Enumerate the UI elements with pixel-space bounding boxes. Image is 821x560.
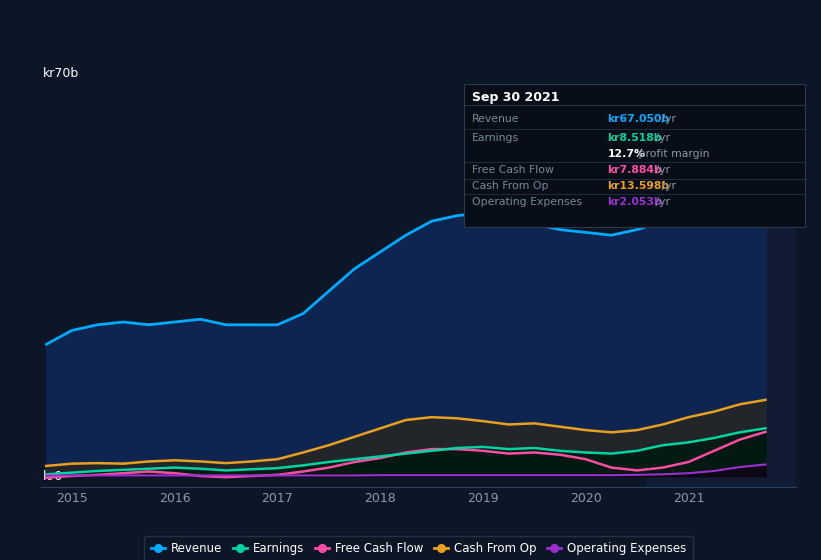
Text: kr0: kr0 xyxy=(44,470,64,483)
Text: /yr: /yr xyxy=(652,165,670,175)
Text: kr2.053b: kr2.053b xyxy=(608,197,663,207)
Text: kr13.598b: kr13.598b xyxy=(608,181,670,192)
Legend: Revenue, Earnings, Free Cash Flow, Cash From Op, Operating Expenses: Revenue, Earnings, Free Cash Flow, Cash … xyxy=(144,536,693,560)
Text: profit margin: profit margin xyxy=(635,149,710,159)
Text: Operating Expenses: Operating Expenses xyxy=(472,197,582,207)
Text: Free Cash Flow: Free Cash Flow xyxy=(472,165,554,175)
Text: /yr: /yr xyxy=(658,181,676,192)
Text: Sep 30 2021: Sep 30 2021 xyxy=(472,91,560,104)
Text: 12.7%: 12.7% xyxy=(608,149,645,159)
Text: Revenue: Revenue xyxy=(472,114,520,124)
Text: /yr: /yr xyxy=(658,114,676,124)
Text: Earnings: Earnings xyxy=(472,133,519,143)
Text: kr7.884b: kr7.884b xyxy=(608,165,663,175)
Text: /yr: /yr xyxy=(652,197,670,207)
Text: /yr: /yr xyxy=(652,133,670,143)
Text: kr70b: kr70b xyxy=(44,67,80,80)
Bar xyxy=(648,84,796,487)
Text: Cash From Op: Cash From Op xyxy=(472,181,548,192)
Text: kr8.518b: kr8.518b xyxy=(608,133,662,143)
Text: kr67.050b: kr67.050b xyxy=(608,114,670,124)
